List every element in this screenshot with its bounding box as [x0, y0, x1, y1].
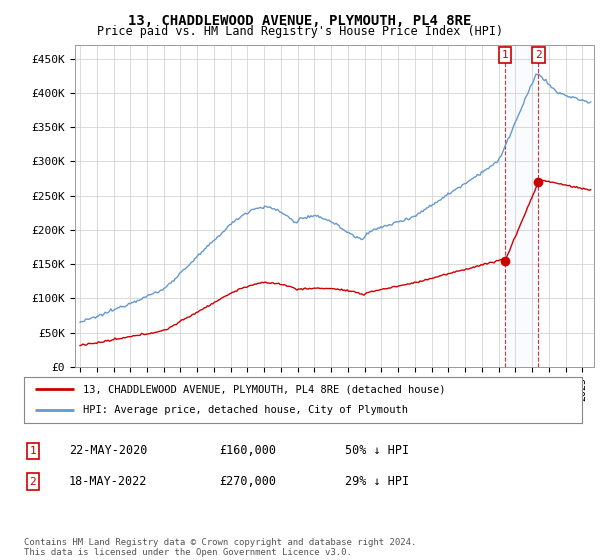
Text: Price paid vs. HM Land Registry's House Price Index (HPI): Price paid vs. HM Land Registry's House … — [97, 25, 503, 38]
Text: 1: 1 — [502, 50, 508, 60]
Text: HPI: Average price, detached house, City of Plymouth: HPI: Average price, detached house, City… — [83, 405, 407, 416]
Text: 13, CHADDLEWOOD AVENUE, PLYMOUTH, PL4 8RE: 13, CHADDLEWOOD AVENUE, PLYMOUTH, PL4 8R… — [128, 14, 472, 28]
Text: 1: 1 — [29, 446, 37, 456]
Bar — [505, 45, 538, 367]
Text: 29% ↓ HPI: 29% ↓ HPI — [345, 475, 409, 488]
Text: 13, CHADDLEWOOD AVENUE, PLYMOUTH, PL4 8RE (detached house): 13, CHADDLEWOOD AVENUE, PLYMOUTH, PL4 8R… — [83, 384, 445, 394]
Text: 18-MAY-2022: 18-MAY-2022 — [69, 475, 148, 488]
Text: £160,000: £160,000 — [219, 444, 276, 458]
Text: 50% ↓ HPI: 50% ↓ HPI — [345, 444, 409, 458]
Text: 2: 2 — [535, 50, 542, 60]
Text: 2: 2 — [29, 477, 37, 487]
Text: £270,000: £270,000 — [219, 475, 276, 488]
Text: 22-MAY-2020: 22-MAY-2020 — [69, 444, 148, 458]
Text: Contains HM Land Registry data © Crown copyright and database right 2024.
This d: Contains HM Land Registry data © Crown c… — [24, 538, 416, 557]
